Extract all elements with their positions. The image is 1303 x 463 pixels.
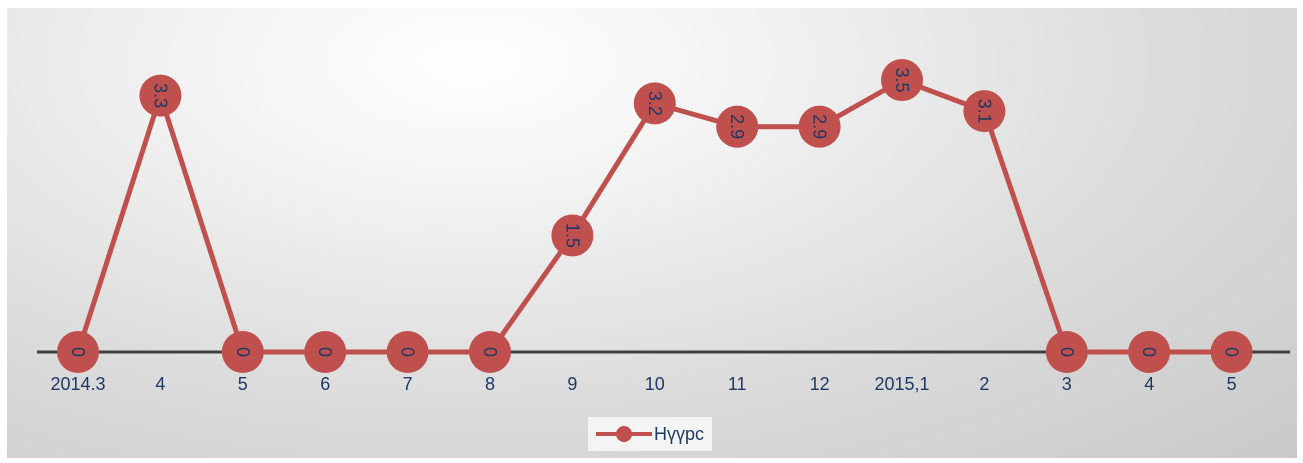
data-point-marker — [716, 105, 759, 148]
x-tick-label: 2015,1 — [874, 374, 929, 394]
data-point-label: 2.9 — [810, 114, 830, 139]
data-point-label: 0 — [233, 347, 253, 357]
data-point-marker — [1128, 331, 1171, 373]
data-point-marker — [221, 331, 264, 373]
data-point-label: 0 — [480, 347, 500, 357]
data-point-marker — [798, 105, 841, 148]
data-point-label: 0 — [398, 347, 418, 357]
data-point-marker — [386, 331, 429, 373]
data-point-label: 0 — [315, 347, 335, 357]
legend: Нүүрс — [588, 417, 713, 451]
data-point-label: 3.5 — [892, 68, 912, 93]
x-tick-label: 10 — [645, 374, 665, 394]
x-tick-label: 4 — [155, 374, 165, 394]
x-tick-label: 11 — [728, 374, 747, 394]
data-point-marker — [881, 59, 923, 102]
x-tick-label: 5 — [238, 374, 248, 394]
x-tick-label: 12 — [810, 374, 830, 394]
series-markers: 0 3.3 0 0 0 0 1.5 3.2 2.9 2.9 3.5 3.1 0 0 0 — [57, 59, 1253, 373]
data-point-marker — [304, 331, 347, 373]
x-tick-labels: 2014.3 4 5 6 7 8 9 10 11 12 2015,1 2 3 4 5 — [50, 374, 1236, 394]
data-point-label: 1.5 — [562, 223, 582, 248]
legend-swatch-icon — [596, 424, 652, 444]
x-tick-label: 3 — [1062, 374, 1072, 394]
data-point-label: 0 — [68, 347, 88, 357]
data-point-label: 0 — [1222, 347, 1242, 357]
x-tick-label: 7 — [403, 374, 413, 394]
data-point-label: 3.3 — [150, 83, 170, 108]
data-point-label: 0 — [1139, 347, 1159, 357]
data-point-marker — [963, 90, 1006, 133]
data-point-label: 2.9 — [727, 114, 747, 139]
legend-label: Нүүрс — [654, 423, 705, 444]
data-point-label: 3.1 — [974, 99, 994, 124]
data-point-marker — [57, 331, 99, 373]
data-point-marker — [469, 331, 511, 373]
x-tick-label: 5 — [1227, 374, 1237, 394]
x-tick-label: 9 — [567, 374, 577, 394]
x-tick-label: 2 — [979, 374, 989, 394]
x-tick-label: 4 — [1144, 374, 1154, 394]
data-point-marker — [139, 74, 182, 117]
data-point-marker — [1045, 331, 1088, 373]
data-point-label: 3.2 — [645, 91, 665, 116]
data-point-marker — [1210, 331, 1253, 373]
x-tick-label: 8 — [485, 374, 495, 394]
x-tick-label: 2014.3 — [50, 374, 105, 394]
x-tick-label: 6 — [320, 374, 330, 394]
data-point-label: 0 — [1057, 347, 1077, 357]
data-point-marker — [551, 214, 594, 257]
data-point-marker — [633, 82, 676, 125]
